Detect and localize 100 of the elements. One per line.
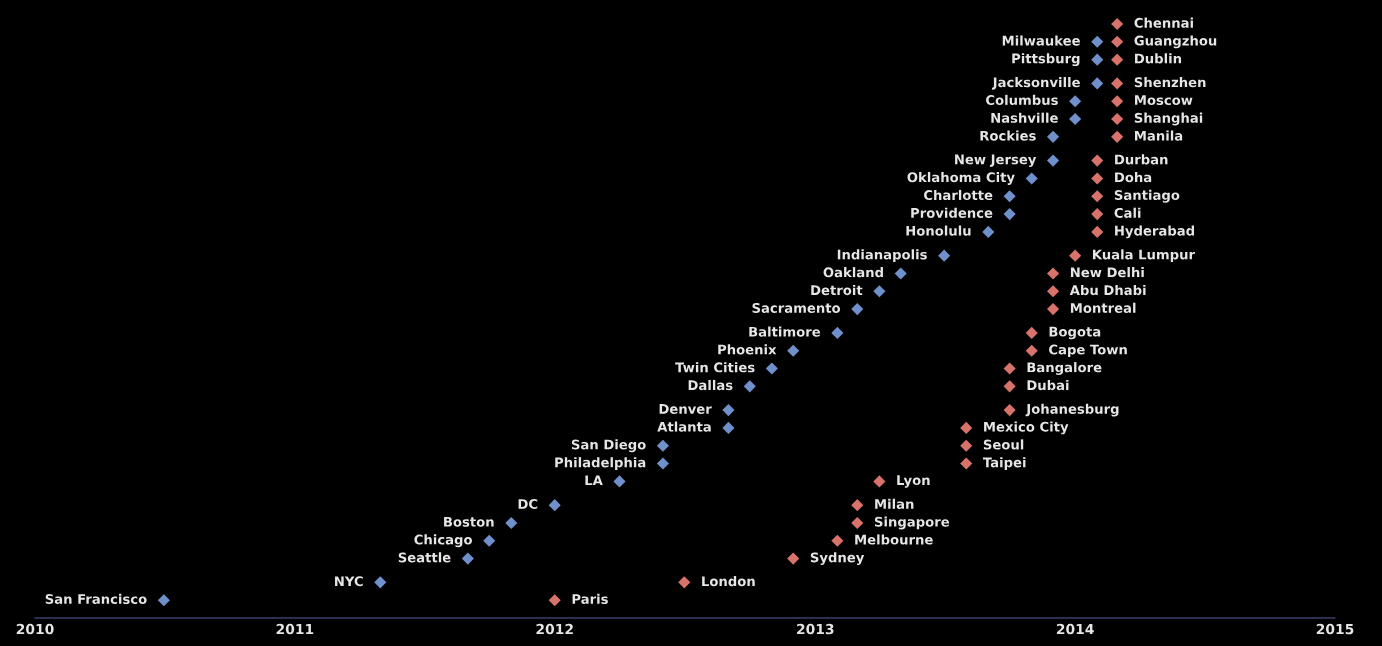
x-tick-label: 2011 [276, 623, 314, 635]
annotation: Denver [659, 404, 712, 414]
annotation: Mexico City [984, 421, 1069, 435]
point [656, 457, 669, 470]
point [1111, 95, 1124, 108]
annotation: Santiago [1114, 189, 1180, 203]
point [1025, 326, 1038, 339]
annotation: Baltimore [749, 326, 821, 337]
point [374, 576, 387, 589]
annotation: Lyon [897, 475, 930, 488]
point [982, 225, 995, 238]
annotation: Chicago [414, 534, 472, 548]
annotation: Columbus [986, 94, 1058, 106]
annotation: Sacramento [752, 302, 841, 313]
point [938, 249, 951, 262]
annotation: Oakland [823, 267, 883, 278]
annotation: Paris [572, 593, 608, 605]
point [873, 475, 886, 488]
point [656, 439, 669, 452]
annotation: Shanghai [1134, 112, 1203, 126]
annotation: Milan [875, 498, 914, 509]
point [1003, 380, 1016, 393]
annotation: Indianapolis [837, 249, 927, 263]
annotation: Moscow [1135, 95, 1193, 106]
point [787, 552, 800, 565]
point [483, 534, 496, 547]
annotation: Boston [444, 516, 494, 527]
point [678, 576, 691, 589]
point [1069, 112, 1082, 126]
point [1111, 77, 1124, 90]
point [1047, 267, 1060, 280]
point [1047, 285, 1060, 298]
annotation: LA [585, 475, 603, 486]
annotation: Providence [911, 207, 993, 218]
point [722, 421, 735, 434]
annotation: Seoul [983, 439, 1024, 450]
annotation: Singapore [874, 516, 950, 530]
annotation: Abu Dhabi [1069, 284, 1146, 296]
point [1091, 77, 1104, 90]
annotation: Detroit [811, 284, 863, 296]
point [787, 344, 800, 357]
point [1091, 225, 1104, 238]
annotation: Melbourne [855, 534, 933, 545]
annotation: Shenzhen [1134, 77, 1206, 88]
annotation: Cali [1114, 207, 1141, 218]
annotation: Milwaukee [1002, 35, 1080, 46]
point [613, 475, 626, 488]
annotation: Oklahoma City [907, 172, 1015, 185]
point [1025, 344, 1038, 357]
point [1091, 53, 1104, 66]
point [1091, 190, 1104, 203]
point [851, 303, 864, 316]
point [1111, 112, 1124, 126]
point [1091, 172, 1104, 185]
point [1091, 35, 1104, 48]
annotation: Phoenix [718, 344, 777, 355]
point [1091, 208, 1104, 221]
annotation: NYC [335, 576, 363, 587]
annotation: Nashville [991, 112, 1058, 123]
annotation: London [702, 575, 755, 587]
annotation: San Francisco [45, 593, 147, 605]
point [831, 534, 844, 547]
point [1111, 17, 1124, 31]
point [1111, 130, 1124, 143]
annotation: Jacksonville [991, 77, 1080, 90]
point [1069, 95, 1082, 108]
annotation: Honolulu [906, 225, 971, 236]
point [1025, 172, 1038, 185]
annotation: New Delhi [1070, 267, 1144, 278]
point [505, 516, 518, 530]
point [894, 267, 907, 280]
annotation: Kuala Lumpur [1093, 249, 1195, 263]
point [1003, 404, 1016, 417]
point [960, 421, 973, 434]
annotation: DC [518, 498, 538, 509]
point [1003, 208, 1016, 221]
annotation: Dublin [1135, 53, 1182, 64]
annotation: Manila [1135, 130, 1183, 141]
annotation: Bogota [1049, 326, 1101, 340]
annotation: Taipei [982, 457, 1026, 470]
annotation: Rockies [980, 130, 1036, 141]
point [1047, 154, 1060, 167]
annotation: Doha [1115, 172, 1152, 183]
annotation: Guangzhou [1134, 35, 1217, 49]
annotation: Bangalore [1027, 362, 1102, 375]
annotation: New Jersey [955, 154, 1037, 167]
point [461, 552, 474, 565]
point [831, 326, 844, 339]
point [1047, 303, 1060, 316]
annotation: Montreal [1070, 302, 1136, 313]
annotation: Dallas [688, 379, 733, 391]
annotation: Pittsburg [1012, 53, 1080, 67]
annotation: Philadelphia [555, 457, 646, 470]
point [765, 362, 778, 375]
point [1111, 53, 1124, 66]
x-tick-label: 2012 [536, 623, 573, 635]
point [851, 516, 864, 530]
point [548, 499, 561, 512]
point [1003, 190, 1016, 203]
point [851, 499, 864, 512]
